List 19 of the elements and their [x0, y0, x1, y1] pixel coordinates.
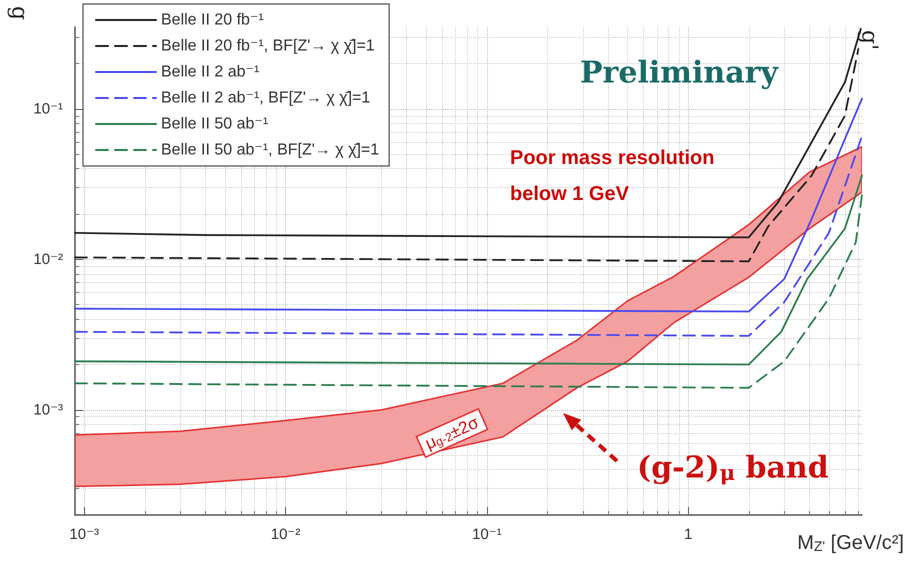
y-tick-label: 10⁻²	[33, 250, 63, 268]
annotation: Poor mass resolution below 1 GeV	[510, 147, 720, 205]
x-axis-title: MZ' [GeV/c²]	[797, 532, 904, 554]
legend-label: Belle II 20 fb⁻¹	[161, 12, 264, 28]
legend-label: Belle II 20 fb⁻¹, BF[Z'→ χ χ̄]=1	[161, 38, 375, 54]
legend-label: Belle II 2 ab⁻¹, BF[Z'→ χ χ̄]=1	[161, 90, 370, 106]
annotation: (g-2)μ band	[637, 450, 829, 486]
annotation: Preliminary	[580, 56, 780, 90]
y-tick-label: 10⁻¹	[33, 100, 63, 118]
legend-label: Belle II 50 ab⁻¹	[161, 116, 268, 132]
legend-label: Belle II 2 ab⁻¹	[161, 64, 260, 80]
x-tick-label: 1	[684, 526, 692, 543]
x-tick-label: 10⁻³	[69, 526, 100, 543]
legend-label: Belle II 50 ab⁻¹, BF[Z'→ χ χ̄]=1	[161, 142, 380, 158]
y-tick-label: 10⁻³	[33, 401, 63, 418]
y-axis-title: g	[6, 6, 32, 20]
annotation: μg-2±2σ	[422, 412, 482, 454]
x-tick-label: 10⁻²	[270, 526, 300, 543]
x-tick-label: 10⁻¹	[472, 526, 502, 543]
